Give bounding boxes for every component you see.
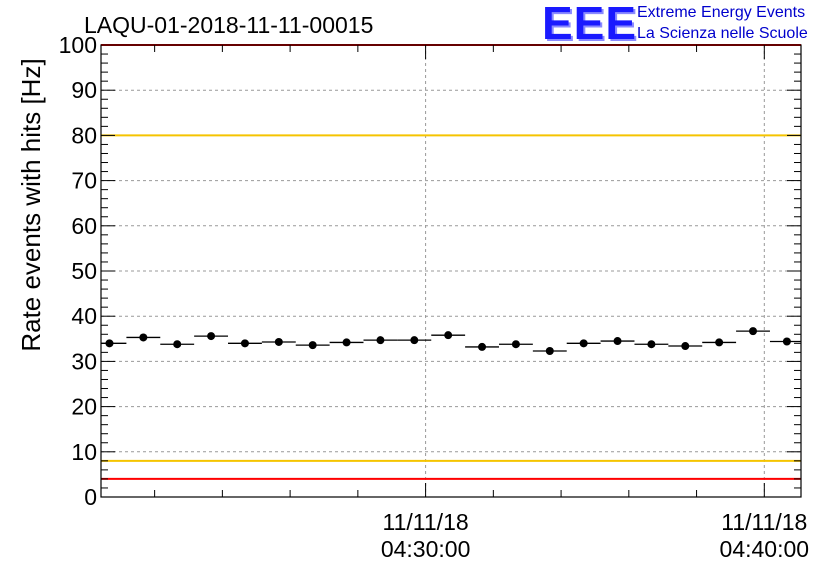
y-tick-label: 30 <box>71 348 97 374</box>
data-point <box>410 336 419 345</box>
chart-title: LAQU-01-2018-11-11-00015 <box>84 12 373 38</box>
data-point <box>274 337 283 346</box>
x-tick-date-label: 11/11/18 <box>383 509 469 535</box>
y-tick-label: 40 <box>71 303 97 329</box>
data-point <box>173 340 182 349</box>
logo-line-1: Extreme Energy Events <box>637 4 806 21</box>
data-point <box>647 340 656 349</box>
data-point <box>478 342 487 351</box>
y-tick-label: 90 <box>71 77 97 103</box>
data-point <box>308 341 317 350</box>
x-tick-time-label: 04:40:00 <box>720 536 810 562</box>
axes: 010203040506070809010011/11/1804:30:0011… <box>59 32 809 562</box>
data-point <box>139 333 148 342</box>
y-tick-label: 80 <box>71 122 97 148</box>
data-point <box>545 347 554 356</box>
data-point <box>681 342 690 351</box>
data-point <box>613 337 622 346</box>
data-point <box>715 338 724 347</box>
y-tick-label: 100 <box>59 32 97 58</box>
data-point <box>444 331 453 340</box>
y-tick-label: 70 <box>71 168 97 194</box>
x-tick-time-label: 04:30:00 <box>381 536 471 562</box>
y-tick-label: 20 <box>71 394 97 420</box>
data-point <box>511 340 520 349</box>
y-tick-label: 50 <box>71 258 97 284</box>
x-tick-date-label: 11/11/18 <box>721 509 807 535</box>
grid <box>101 45 801 497</box>
data-points <box>101 327 801 356</box>
data-point <box>240 339 249 348</box>
data-point <box>749 327 758 336</box>
data-point <box>207 332 216 341</box>
eee-logo: EEE Extreme Energy Events La Scienza nel… <box>542 0 832 49</box>
limit-lines <box>101 44 801 480</box>
data-point <box>376 336 385 345</box>
logo-mark: EEE <box>542 0 638 49</box>
data-point <box>105 339 114 348</box>
data-point <box>342 338 351 347</box>
logo-line-2: La Scienza nelle Scuole <box>637 25 808 42</box>
data-point <box>579 339 588 348</box>
y-tick-label: 60 <box>71 213 97 239</box>
y-axis-label: Rate events with hits [Hz] <box>16 58 46 351</box>
y-tick-label: 0 <box>84 484 97 510</box>
y-tick-label: 10 <box>71 439 97 465</box>
data-point <box>782 337 791 346</box>
